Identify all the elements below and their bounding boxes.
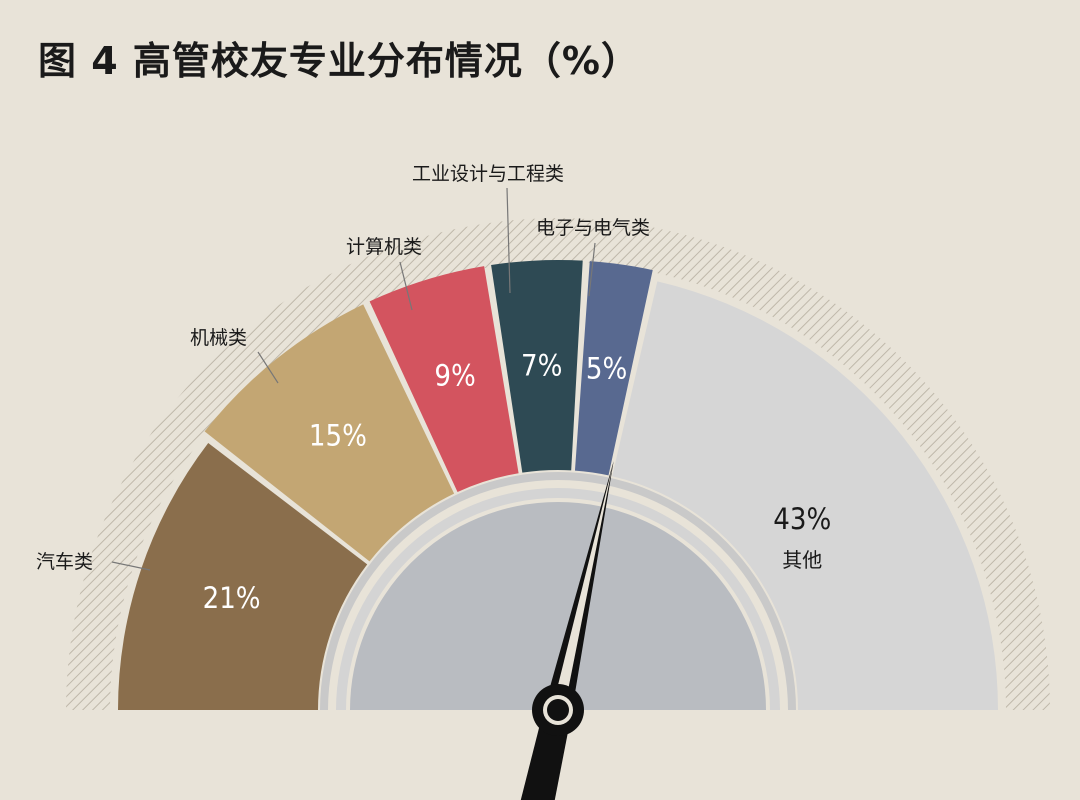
needle-highlight: [552, 466, 613, 712]
category-label-1: 机械类: [190, 327, 247, 349]
value-label-5: 43%: [773, 502, 831, 536]
category-label-0: 汽车类: [36, 551, 93, 573]
segment-2: [369, 266, 519, 493]
value-label-4: 5%: [586, 351, 627, 385]
leader-line-4: [588, 242, 596, 297]
category-label-4: 电子与电气类: [536, 217, 650, 239]
category-label-2: 计算机类: [346, 236, 422, 258]
value-label-2: 9%: [434, 358, 475, 392]
value-label-0: 21%: [203, 581, 261, 615]
segment-5: [612, 281, 998, 710]
leader-line-2: [399, 261, 413, 311]
value-label-3: 7%: [521, 348, 562, 382]
needle-hub-center: [547, 699, 569, 721]
category-label-3: 工业设计与工程类: [412, 163, 564, 185]
segment-3: [491, 260, 583, 473]
gauge-needle: [520, 461, 614, 800]
leader-line-0: [111, 561, 151, 571]
value-label-1: 15%: [309, 418, 367, 452]
leader-line-1: [257, 351, 279, 384]
inner-disc: [350, 502, 766, 710]
segment-4: [574, 261, 653, 476]
gauge-segments: [118, 260, 998, 710]
gauge-labels: 21% 15% 9% 7% 5% 43% 其他 汽车类 机械类 计算机类 工业设计与工程类电子与电气…: [36, 163, 831, 615]
category-label-5: 其他: [782, 548, 822, 572]
segment-0: [118, 443, 368, 710]
segment-1: [204, 304, 455, 562]
chart-title: 图 4 高管校友专业分布情况（%）: [38, 39, 640, 83]
leader-line-3: [506, 187, 511, 294]
